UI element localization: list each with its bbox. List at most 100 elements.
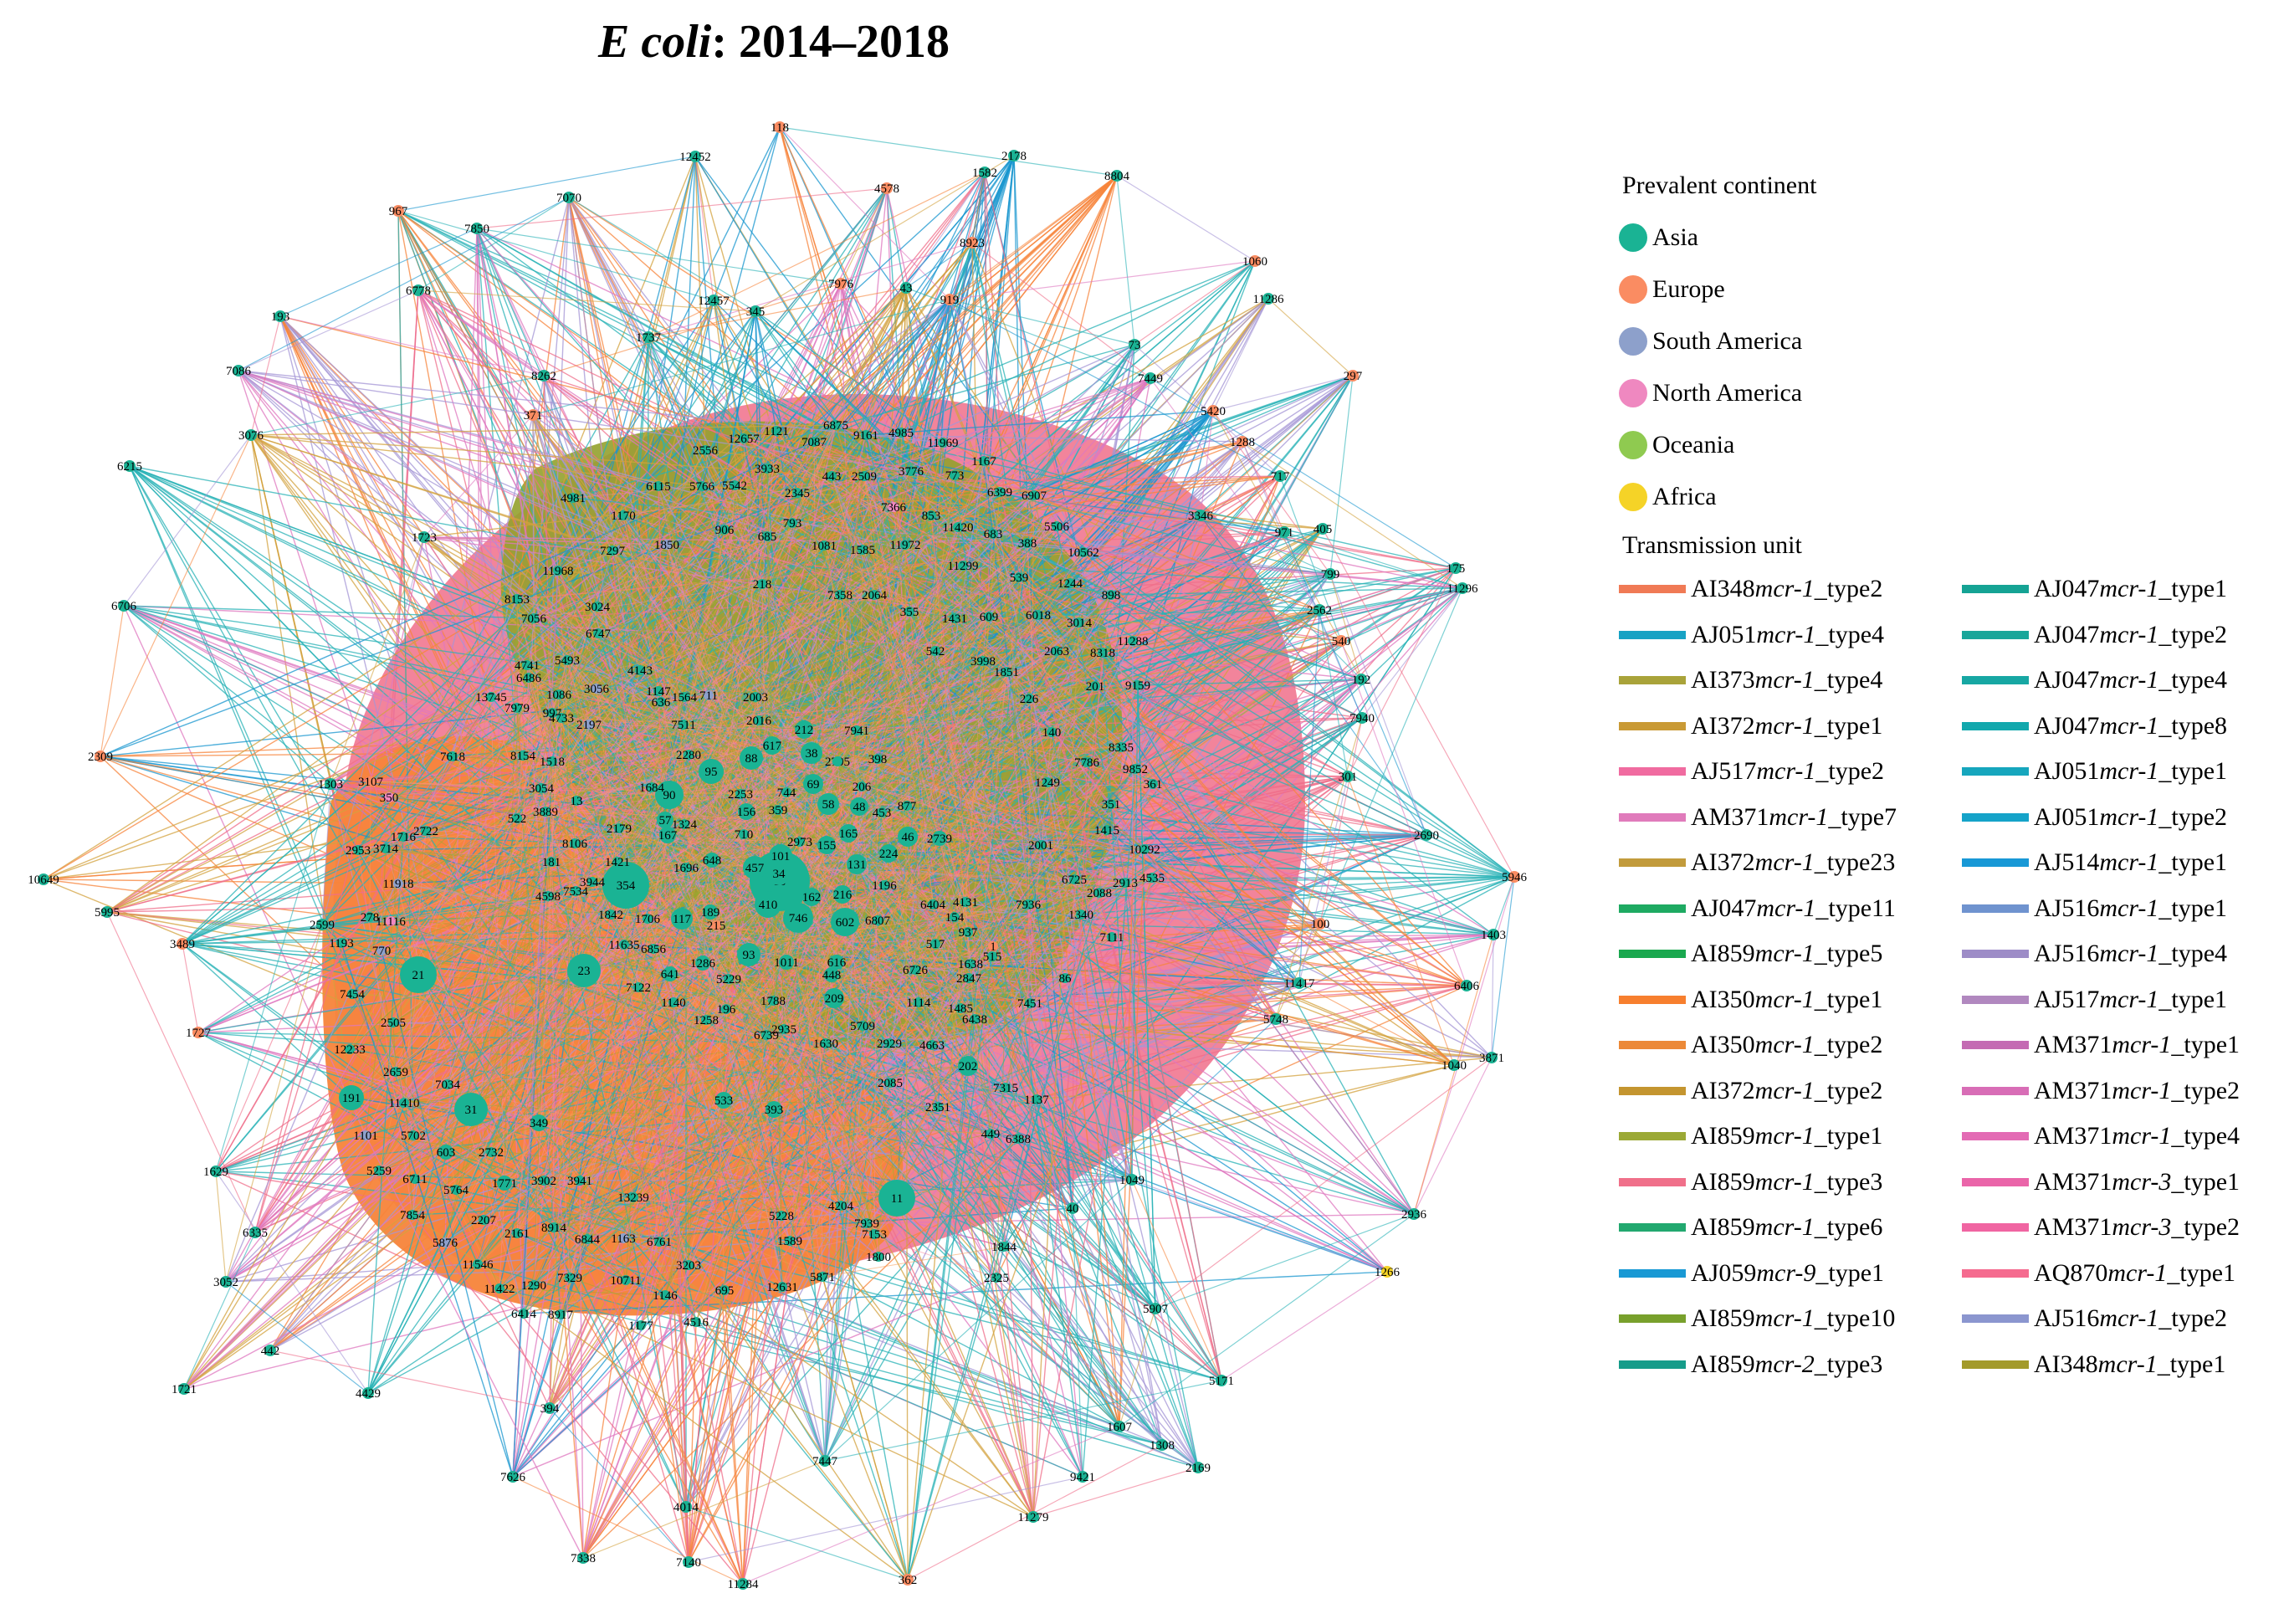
node-label: 8914 xyxy=(541,1222,567,1235)
edge xyxy=(840,187,888,284)
edge xyxy=(610,914,689,1563)
edge xyxy=(1032,622,1080,1518)
node-label: 746 xyxy=(789,912,808,925)
node-label: 744 xyxy=(777,786,796,800)
edge xyxy=(523,551,1084,1314)
edge xyxy=(622,515,752,759)
node-label: 6018 xyxy=(1026,609,1051,622)
node-5995: 5995 xyxy=(95,906,120,920)
edge xyxy=(357,849,585,971)
node-label: 2913 xyxy=(1113,877,1138,890)
edge xyxy=(558,468,768,695)
node-11286: 11286 xyxy=(1253,293,1284,306)
edge xyxy=(423,414,534,538)
node-label: 11279 xyxy=(1018,1511,1049,1524)
node-2953: 2953 xyxy=(346,844,371,858)
node-label: 7786 xyxy=(1074,756,1100,770)
node-label: 10562 xyxy=(1068,546,1099,560)
edge xyxy=(708,491,1001,696)
node-7786: 7786 xyxy=(1074,756,1100,770)
legend-transmission-unit: AI859mcr-1_type10 xyxy=(1619,1296,1954,1342)
edge xyxy=(388,797,1126,884)
edge xyxy=(942,442,955,619)
node-1737: 1737 xyxy=(636,331,662,345)
edge xyxy=(781,1002,919,1217)
edge xyxy=(1033,494,1342,642)
node-label: 2253 xyxy=(728,788,753,802)
edge xyxy=(417,289,768,537)
edge xyxy=(444,550,613,1243)
edge xyxy=(837,761,879,1258)
edge xyxy=(533,761,553,1286)
node-label: 1850 xyxy=(654,539,679,552)
edge xyxy=(403,1102,545,1181)
edge xyxy=(647,424,837,920)
edge xyxy=(1144,848,1494,935)
node-label: 11422 xyxy=(484,1283,515,1296)
edge xyxy=(1134,344,1281,477)
node-1308: 1308 xyxy=(1150,1439,1175,1452)
edge xyxy=(758,720,934,905)
node-6335: 6335 xyxy=(243,1227,268,1240)
edge xyxy=(470,1109,991,1135)
node-circle xyxy=(1342,771,1354,782)
edge xyxy=(533,474,955,619)
node-label: 11635 xyxy=(609,939,640,952)
node-6844: 6844 xyxy=(575,1233,601,1247)
node-6807: 6807 xyxy=(865,914,891,928)
node-1146: 1146 xyxy=(653,1289,678,1303)
node-1011: 1011 xyxy=(774,955,799,970)
node-46: 46 xyxy=(898,827,918,847)
edge xyxy=(182,694,709,945)
edge xyxy=(666,474,955,546)
edge xyxy=(470,986,639,1110)
node-label: 2178 xyxy=(1001,150,1027,163)
node-label: 21 xyxy=(412,969,425,982)
node-label: 2197 xyxy=(576,719,602,732)
edge xyxy=(743,438,769,905)
edge xyxy=(445,694,560,1153)
legend-continent-africa: Africa xyxy=(1619,471,2280,523)
node-label: 6399 xyxy=(987,486,1012,499)
edge xyxy=(100,756,755,868)
edge xyxy=(1116,175,1135,346)
node-156: 156 xyxy=(737,803,756,820)
edge xyxy=(907,1099,1037,1580)
edge xyxy=(582,746,1122,1559)
node-2351: 2351 xyxy=(925,1101,950,1114)
edge xyxy=(622,515,768,537)
edge xyxy=(755,155,1015,312)
node-label: 2179 xyxy=(607,822,632,836)
edge xyxy=(740,614,1039,795)
edge xyxy=(1137,679,1362,686)
edge xyxy=(452,526,959,757)
edge xyxy=(992,533,1363,719)
node-label: 1403 xyxy=(1481,929,1506,942)
node-6215: 6215 xyxy=(117,460,142,474)
edge xyxy=(1360,679,1427,836)
node-3776: 3776 xyxy=(899,465,924,479)
node-405: 405 xyxy=(1313,523,1332,536)
node-circle xyxy=(1067,1202,1078,1214)
node-circle xyxy=(325,778,336,790)
node-label: 189 xyxy=(701,906,720,920)
edge xyxy=(960,985,1467,1009)
node-4516: 4516 xyxy=(684,1316,709,1329)
edge xyxy=(516,677,530,819)
edge xyxy=(369,731,1052,918)
edge xyxy=(684,528,1324,698)
edge xyxy=(378,794,670,1171)
edge xyxy=(528,677,898,1199)
continent-label: Europe xyxy=(1652,275,1725,303)
unit-swatch xyxy=(1619,585,1686,594)
legend: Prevalent continent Asia Europe South Amer… xyxy=(1619,172,2280,1387)
node-label: 388 xyxy=(1018,537,1037,551)
edge xyxy=(512,1476,744,1585)
node-6115: 6115 xyxy=(646,480,670,494)
continent-label: North America xyxy=(1652,379,1803,407)
node-label: 162 xyxy=(802,891,822,904)
node-58: 58 xyxy=(817,793,839,815)
edge xyxy=(397,210,768,469)
edge xyxy=(992,945,1415,1215)
node-1771: 1771 xyxy=(492,1176,517,1191)
